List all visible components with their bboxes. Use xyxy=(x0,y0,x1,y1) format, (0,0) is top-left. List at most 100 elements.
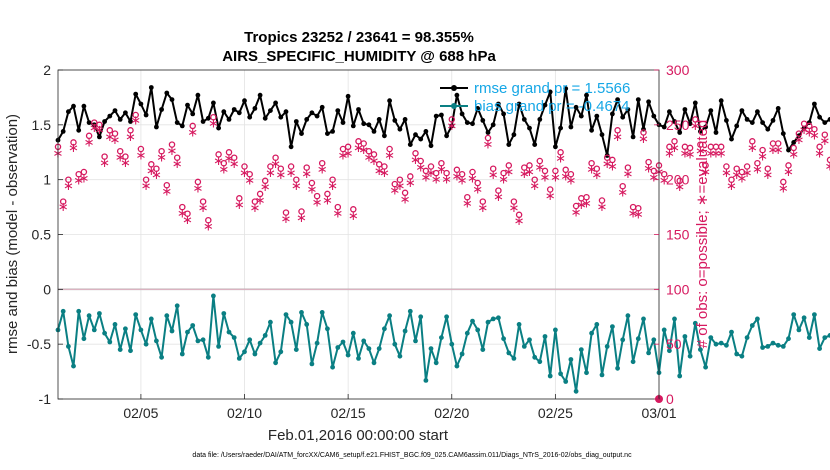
x-axis-label: Feb.01,2016 00:00:00 start xyxy=(268,427,449,444)
rmse-point xyxy=(231,107,237,112)
rmse-point xyxy=(283,109,289,115)
bias-point xyxy=(402,328,408,334)
rmse-point xyxy=(454,92,460,98)
bias-point xyxy=(66,344,71,349)
obs-evaluated-marker: ∗ xyxy=(374,164,385,179)
obs-evaluated-marker: ∗ xyxy=(94,123,105,138)
obs-evaluated-marker: ∗ xyxy=(426,166,437,181)
bias-point xyxy=(247,337,253,343)
obs-evaluated-marker: ∗ xyxy=(617,186,628,201)
obs-evaluated-marker: ∗ xyxy=(716,146,727,161)
obs-possible-marker xyxy=(199,198,207,205)
series-marks: ∗∗∗∗∗∗∗∗∗∗∗∗∗∗∗∗∗∗∗∗∗∗∗∗∗∗∗∗∗∗∗∗∗∗∗∗∗∗∗∗… xyxy=(53,85,830,403)
rmse-point xyxy=(527,125,532,131)
obs-possible-marker xyxy=(453,166,461,174)
obs-possible-marker xyxy=(75,170,82,178)
obs-possible-marker xyxy=(666,143,673,151)
rmse-point xyxy=(739,108,745,113)
obs-evaluated-marker: ∗ xyxy=(389,184,400,199)
rmse-point xyxy=(760,120,765,125)
obs-evaluated-marker: ∗ xyxy=(628,207,639,222)
rmse-point xyxy=(413,132,418,138)
obs-possible-marker xyxy=(106,127,114,134)
rmse-point xyxy=(309,110,315,116)
bias-point xyxy=(128,348,133,354)
y-left-tick-label: 1.5 xyxy=(32,117,52,133)
obs-possible-marker xyxy=(70,139,77,146)
obs-evaluated-marker: ∗ xyxy=(524,165,535,180)
rmse-point xyxy=(724,118,729,123)
obs-possible-marker xyxy=(173,154,181,161)
rmse-point xyxy=(397,126,403,132)
bias-point xyxy=(340,339,346,345)
obs-evaluated-marker: ∗ xyxy=(462,197,473,212)
rmse-point xyxy=(542,102,548,108)
obs-possible-marker xyxy=(526,162,533,169)
x-tick-label: 02/10 xyxy=(227,405,262,421)
obs-evaluated-marker: ∗ xyxy=(353,141,364,156)
y-left-tick-label: 0.5 xyxy=(32,227,52,243)
rmse-point xyxy=(687,121,693,127)
obs-evaluated-marker: ∗ xyxy=(78,172,89,187)
obs-evaluated-marker: ∗ xyxy=(705,146,716,161)
obs-possible-marker xyxy=(603,154,611,161)
obs-possible-marker xyxy=(614,127,621,134)
rmse-point xyxy=(293,119,299,124)
obs-evaluated-marker: ∗ xyxy=(752,163,763,178)
rmse-point xyxy=(718,98,724,104)
obs-evaluated-marker: ∗ xyxy=(721,166,732,181)
obs-evaluated-marker: ∗ xyxy=(472,182,483,197)
rmse-point xyxy=(418,136,424,142)
obs-evaluated-marker: ∗ xyxy=(695,144,706,159)
bias-point xyxy=(496,315,501,321)
bias-point xyxy=(485,319,491,325)
obs-possible-marker xyxy=(412,150,419,157)
obs-evaluated-marker: ∗ xyxy=(410,153,421,168)
bias-point xyxy=(641,316,646,322)
obs-evaluated-marker: ∗ xyxy=(679,146,690,161)
obs-possible-marker xyxy=(438,159,445,167)
obs-possible-marker xyxy=(137,145,145,153)
axes: 02/05 02/10 02/15 02/20 02/25 03/01 -1 -0.5 0 0.5… xyxy=(27,62,690,421)
obs-evaluated-marker: ∗ xyxy=(799,123,810,138)
x-tick-label: 03/01 xyxy=(641,405,676,421)
obs-possible-marker xyxy=(640,129,647,136)
rmse-point xyxy=(661,124,667,130)
obs-evaluated-marker: ∗ xyxy=(141,179,152,194)
obs-evaluated-marker: ∗ xyxy=(607,159,618,174)
bias-point xyxy=(433,360,439,366)
obs-evaluated-marker: ∗ xyxy=(343,146,354,161)
bias-point xyxy=(470,318,475,324)
obs-evaluated-marker: ∗ xyxy=(130,113,141,128)
bias-point xyxy=(594,322,600,327)
legend-rmse-marker xyxy=(451,85,457,91)
obs-possible-marker xyxy=(432,169,440,177)
bias-point xyxy=(76,308,82,314)
bias-point xyxy=(464,330,470,336)
obs-possible-marker xyxy=(645,158,652,166)
rmse-point xyxy=(801,125,807,131)
bias-point xyxy=(527,337,532,343)
rmse-point xyxy=(547,89,553,95)
bias-point xyxy=(692,320,698,326)
obs-possible-marker xyxy=(552,167,559,175)
rmse-point xyxy=(335,108,341,113)
obs-possible-marker xyxy=(344,143,352,151)
bias-point xyxy=(81,336,87,342)
obs-evaluated-marker: ∗ xyxy=(436,163,447,178)
legend-rmse-label: rmse grand pr = 1.5566 xyxy=(474,80,630,97)
obs-possible-marker xyxy=(816,143,823,151)
bias-point xyxy=(599,372,605,378)
obs-evaluated-marker: ∗ xyxy=(483,138,494,153)
rmse-point xyxy=(635,97,641,102)
obs-possible-marker xyxy=(236,195,243,202)
y-right-tick-label: 250 xyxy=(666,117,690,133)
bias-point xyxy=(299,310,304,315)
rmse-point xyxy=(169,97,175,102)
bias-point xyxy=(216,344,222,349)
obs-possible-marker xyxy=(194,178,202,186)
bias-point xyxy=(407,308,413,314)
rmse-point xyxy=(537,117,543,122)
obs-evaluated-marker: ∗ xyxy=(73,174,84,189)
obs-evaluated-marker: ∗ xyxy=(711,146,722,161)
